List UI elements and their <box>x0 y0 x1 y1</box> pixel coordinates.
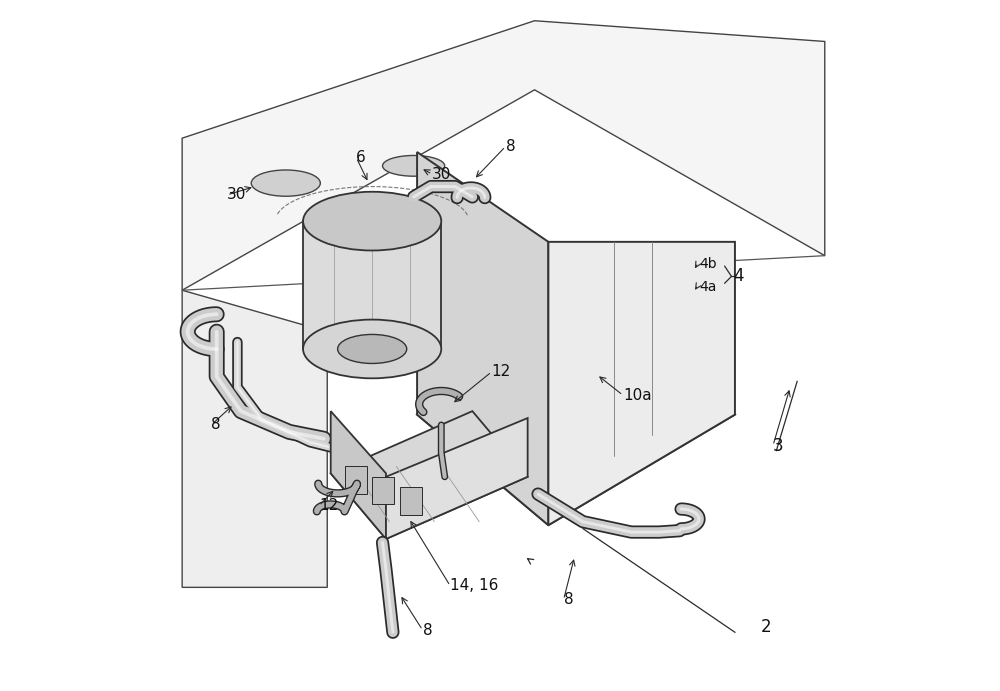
Polygon shape <box>548 242 735 525</box>
Text: 8: 8 <box>564 592 573 607</box>
Text: 14, 16: 14, 16 <box>450 578 499 594</box>
Text: 30: 30 <box>432 167 452 182</box>
Text: 12: 12 <box>492 364 511 379</box>
Text: 8: 8 <box>423 623 432 638</box>
Polygon shape <box>331 411 528 539</box>
Text: 4a: 4a <box>699 280 716 294</box>
Polygon shape <box>182 290 327 587</box>
Polygon shape <box>372 477 394 504</box>
Text: 12: 12 <box>319 498 338 513</box>
Polygon shape <box>182 21 825 290</box>
Text: 3: 3 <box>773 437 784 455</box>
Ellipse shape <box>303 319 441 379</box>
Text: 30: 30 <box>227 187 246 202</box>
Text: 4: 4 <box>734 267 744 285</box>
Polygon shape <box>417 304 735 525</box>
Text: 6: 6 <box>356 150 366 165</box>
Polygon shape <box>417 152 548 525</box>
Polygon shape <box>400 487 422 515</box>
Polygon shape <box>345 466 367 494</box>
Ellipse shape <box>251 170 320 196</box>
Text: 4b: 4b <box>699 257 717 271</box>
Polygon shape <box>303 221 441 349</box>
Ellipse shape <box>303 191 441 250</box>
Text: 8: 8 <box>211 417 221 433</box>
Polygon shape <box>386 418 528 539</box>
Ellipse shape <box>338 334 407 363</box>
Text: 2: 2 <box>761 618 772 636</box>
Text: 10a: 10a <box>623 388 652 403</box>
Polygon shape <box>331 411 386 539</box>
Ellipse shape <box>383 155 445 176</box>
Text: 8: 8 <box>506 139 515 154</box>
